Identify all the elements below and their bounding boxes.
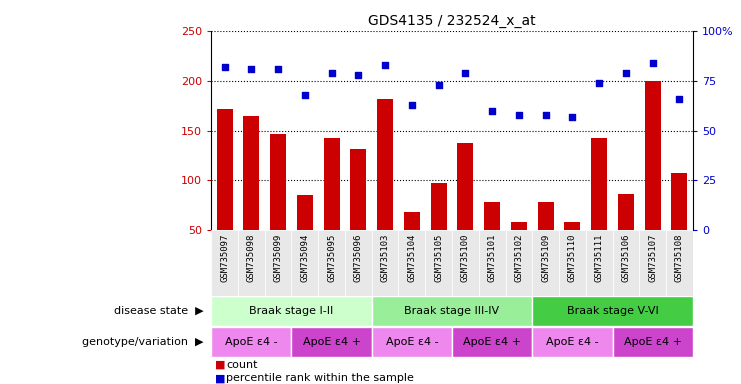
Bar (216, 109, 233, 230)
FancyBboxPatch shape (345, 230, 372, 296)
Text: ApoE ε4 -: ApoE ε4 - (385, 337, 438, 347)
Point (594, 79, 605, 86)
FancyBboxPatch shape (613, 327, 693, 356)
Point (406, 101, 418, 108)
FancyBboxPatch shape (318, 230, 345, 296)
Point (674, 96, 685, 102)
FancyBboxPatch shape (291, 327, 372, 356)
Point (566, 114, 578, 120)
Point (433, 81, 445, 88)
Point (539, 111, 551, 118)
FancyBboxPatch shape (505, 230, 532, 296)
Point (353, 71, 365, 78)
Text: Braak stage V-VI: Braak stage V-VI (567, 306, 659, 316)
Bar (324, 137, 339, 230)
FancyBboxPatch shape (211, 296, 372, 326)
Bar (404, 212, 420, 230)
Bar (565, 222, 580, 230)
Text: GSM735097: GSM735097 (220, 233, 229, 282)
Text: GSM735098: GSM735098 (247, 233, 256, 282)
FancyBboxPatch shape (613, 230, 639, 296)
FancyBboxPatch shape (639, 230, 666, 296)
FancyBboxPatch shape (452, 327, 532, 356)
Bar (350, 149, 366, 230)
Text: GSM735094: GSM735094 (300, 233, 309, 282)
Title: GDS4135 / 232524_x_at: GDS4135 / 232524_x_at (368, 14, 536, 28)
Bar (538, 202, 554, 230)
FancyBboxPatch shape (586, 230, 613, 296)
Point (272, 66, 284, 72)
Text: GSM735111: GSM735111 (595, 233, 604, 282)
Text: GSM735096: GSM735096 (354, 233, 363, 282)
Text: GSM735100: GSM735100 (461, 233, 470, 282)
Text: ■: ■ (215, 360, 225, 370)
Bar (243, 116, 259, 230)
FancyBboxPatch shape (372, 327, 452, 356)
Text: GSM735099: GSM735099 (273, 233, 282, 282)
FancyBboxPatch shape (399, 230, 425, 296)
FancyBboxPatch shape (666, 230, 693, 296)
Text: GSM735101: GSM735101 (488, 233, 496, 282)
Text: percentile rank within the sample: percentile rank within the sample (226, 373, 414, 384)
Point (459, 70, 471, 76)
FancyBboxPatch shape (532, 230, 559, 296)
FancyBboxPatch shape (291, 230, 318, 296)
Point (647, 60, 659, 66)
Point (299, 91, 310, 98)
Point (620, 70, 632, 76)
Bar (591, 137, 607, 230)
Bar (297, 195, 313, 230)
Bar (270, 134, 286, 230)
FancyBboxPatch shape (238, 230, 265, 296)
FancyBboxPatch shape (452, 230, 479, 296)
Text: ApoE ε4 -: ApoE ε4 - (546, 337, 599, 347)
Bar (484, 202, 500, 230)
FancyBboxPatch shape (425, 230, 452, 296)
Text: GSM735104: GSM735104 (408, 233, 416, 282)
FancyBboxPatch shape (211, 327, 291, 356)
FancyBboxPatch shape (532, 296, 693, 326)
Text: GSM735105: GSM735105 (434, 233, 443, 282)
Bar (645, 81, 661, 230)
Text: ApoE ε4 -: ApoE ε4 - (225, 337, 278, 347)
Text: ApoE ε4 +: ApoE ε4 + (624, 337, 682, 347)
Text: GSM735102: GSM735102 (514, 233, 523, 282)
Text: ApoE ε4 +: ApoE ε4 + (302, 337, 361, 347)
Text: GSM735110: GSM735110 (568, 233, 577, 282)
Text: Braak stage III-IV: Braak stage III-IV (405, 306, 499, 316)
Text: GSM735095: GSM735095 (327, 233, 336, 282)
FancyBboxPatch shape (532, 327, 613, 356)
Bar (511, 222, 527, 230)
FancyBboxPatch shape (559, 230, 586, 296)
Text: Braak stage I-II: Braak stage I-II (249, 306, 333, 316)
Text: count: count (226, 360, 258, 370)
Text: GSM735107: GSM735107 (648, 233, 657, 282)
Point (486, 108, 498, 114)
Bar (671, 174, 688, 230)
Point (379, 61, 391, 68)
FancyBboxPatch shape (372, 296, 532, 326)
Point (219, 64, 230, 70)
FancyBboxPatch shape (372, 230, 399, 296)
Text: GSM735103: GSM735103 (381, 233, 390, 282)
Text: GSM735108: GSM735108 (675, 233, 684, 282)
Bar (618, 194, 634, 230)
Bar (377, 99, 393, 230)
Text: disease state  ▶: disease state ▶ (114, 306, 204, 316)
Point (513, 111, 525, 118)
FancyBboxPatch shape (479, 230, 505, 296)
Point (245, 66, 257, 72)
Text: GSM735106: GSM735106 (622, 233, 631, 282)
FancyBboxPatch shape (211, 230, 238, 296)
Text: ApoE ε4 +: ApoE ε4 + (463, 337, 521, 347)
Text: ■: ■ (215, 373, 225, 384)
Text: GSM735109: GSM735109 (541, 233, 550, 282)
Text: genotype/variation  ▶: genotype/variation ▶ (82, 337, 204, 347)
Bar (431, 184, 447, 230)
FancyBboxPatch shape (265, 230, 291, 296)
Bar (457, 142, 473, 230)
Point (325, 70, 337, 76)
